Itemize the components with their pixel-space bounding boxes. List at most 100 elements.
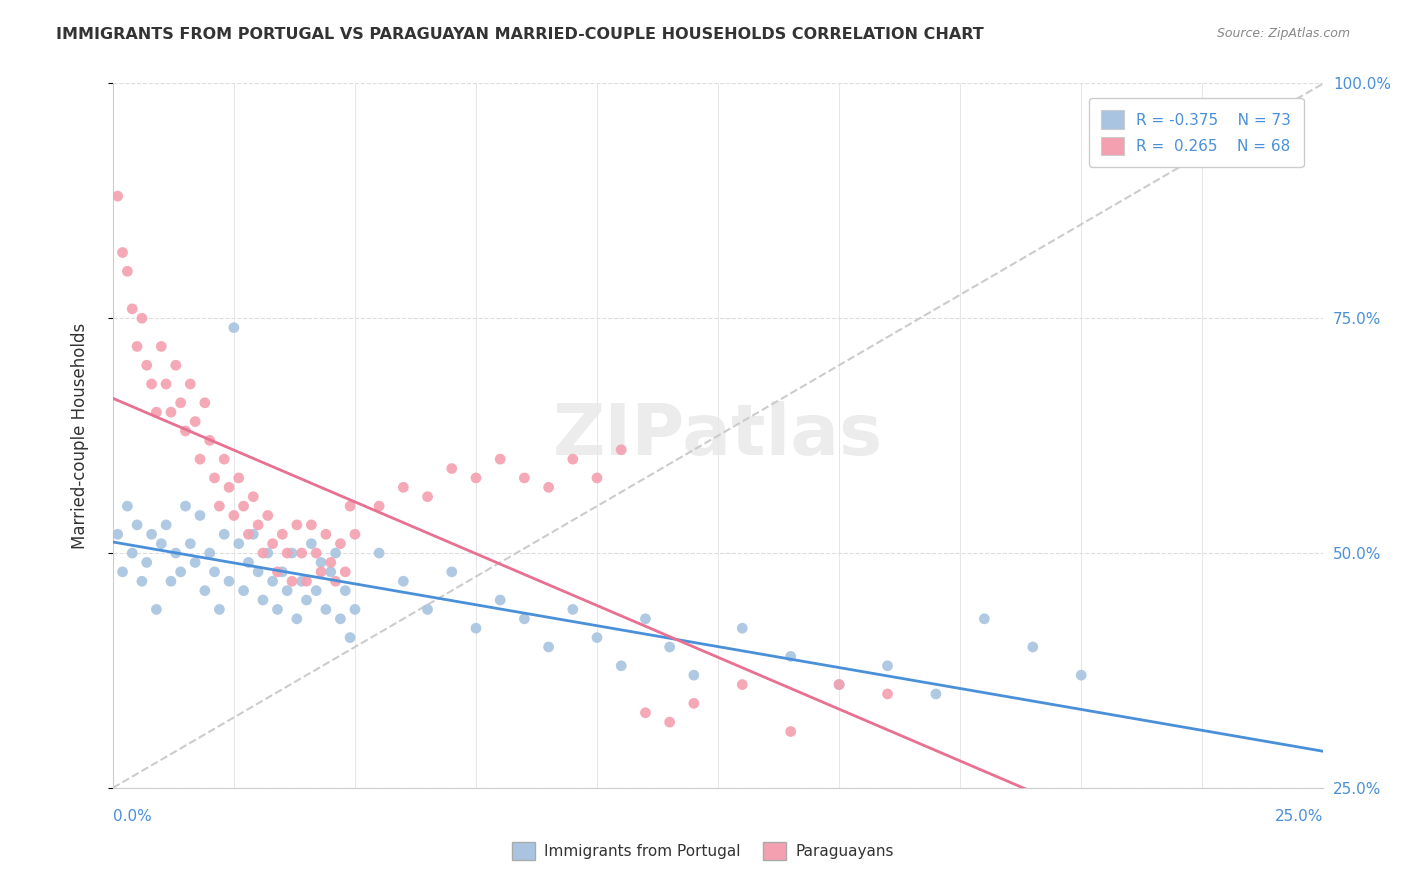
- Point: [634, 612, 657, 626]
- Point: [165, 358, 187, 372]
- Point: [271, 565, 294, 579]
- Point: [285, 517, 308, 532]
- Point: [252, 546, 274, 560]
- Point: [222, 508, 245, 523]
- Point: [135, 556, 157, 570]
- Point: [169, 565, 191, 579]
- Point: [299, 536, 322, 550]
- Point: [218, 480, 240, 494]
- Point: [828, 677, 851, 691]
- Point: [731, 677, 754, 691]
- Point: [169, 396, 191, 410]
- Point: [212, 452, 235, 467]
- Point: [145, 405, 167, 419]
- Point: [204, 565, 226, 579]
- Point: [537, 480, 560, 494]
- Point: [392, 480, 415, 494]
- Point: [295, 574, 318, 589]
- Point: [262, 536, 284, 550]
- Point: [876, 658, 898, 673]
- Point: [465, 621, 488, 635]
- Point: [247, 565, 270, 579]
- Point: [262, 574, 284, 589]
- Point: [165, 546, 187, 560]
- Point: [266, 565, 288, 579]
- Point: [232, 583, 254, 598]
- Point: [276, 583, 298, 598]
- Point: [610, 658, 633, 673]
- Point: [335, 583, 357, 598]
- Point: [179, 376, 201, 391]
- Point: [440, 565, 463, 579]
- Point: [208, 602, 231, 616]
- Point: [440, 461, 463, 475]
- Point: [513, 471, 536, 485]
- Point: [925, 687, 948, 701]
- Point: [238, 527, 260, 541]
- Text: 0.0%: 0.0%: [112, 809, 152, 824]
- Legend: R = -0.375    N = 73, R =  0.265    N = 68: R = -0.375 N = 73, R = 0.265 N = 68: [1090, 98, 1303, 168]
- Point: [561, 452, 583, 467]
- Point: [339, 631, 361, 645]
- Point: [252, 593, 274, 607]
- Point: [247, 517, 270, 532]
- Text: IMMIGRANTS FROM PORTUGAL VS PARAGUAYAN MARRIED-COUPLE HOUSEHOLDS CORRELATION CHA: IMMIGRANTS FROM PORTUGAL VS PARAGUAYAN M…: [56, 27, 984, 42]
- Point: [610, 442, 633, 457]
- Point: [232, 499, 254, 513]
- Point: [305, 583, 328, 598]
- Point: [319, 565, 342, 579]
- Point: [198, 546, 221, 560]
- Point: [160, 405, 183, 419]
- Point: [242, 490, 264, 504]
- Point: [184, 415, 207, 429]
- Y-axis label: Married-couple Households: Married-couple Households: [72, 323, 89, 549]
- Point: [368, 546, 391, 560]
- Point: [586, 631, 609, 645]
- Point: [155, 376, 177, 391]
- Point: [174, 424, 197, 438]
- Point: [117, 264, 139, 278]
- Point: [281, 574, 304, 589]
- Point: [131, 311, 153, 326]
- Point: [141, 376, 163, 391]
- Point: [416, 602, 439, 616]
- Point: [465, 471, 488, 485]
- Point: [276, 546, 298, 560]
- Text: Source: ZipAtlas.com: Source: ZipAtlas.com: [1216, 27, 1350, 40]
- Point: [256, 546, 278, 560]
- Point: [204, 471, 226, 485]
- Point: [1167, 809, 1189, 823]
- Point: [107, 527, 129, 541]
- Point: [111, 245, 134, 260]
- Point: [319, 556, 342, 570]
- Point: [305, 546, 328, 560]
- Point: [125, 517, 148, 532]
- Point: [329, 536, 352, 550]
- Point: [266, 602, 288, 616]
- Point: [150, 536, 173, 550]
- Point: [271, 527, 294, 541]
- Point: [489, 452, 512, 467]
- Point: [141, 527, 163, 541]
- Point: [121, 301, 143, 316]
- Point: [184, 556, 207, 570]
- Point: [194, 396, 217, 410]
- Text: ZIPatlas: ZIPatlas: [553, 401, 883, 470]
- Point: [325, 546, 347, 560]
- Point: [876, 687, 898, 701]
- Point: [135, 358, 157, 372]
- Point: [682, 668, 704, 682]
- Point: [121, 546, 143, 560]
- Point: [111, 565, 134, 579]
- Legend: Immigrants from Portugal, Paraguayans: Immigrants from Portugal, Paraguayans: [506, 836, 900, 866]
- Point: [299, 517, 322, 532]
- Point: [194, 583, 217, 598]
- Point: [188, 452, 211, 467]
- Point: [658, 640, 681, 654]
- Point: [731, 621, 754, 635]
- Point: [309, 556, 332, 570]
- Point: [682, 697, 704, 711]
- Point: [779, 724, 801, 739]
- Point: [392, 574, 415, 589]
- Point: [198, 434, 221, 448]
